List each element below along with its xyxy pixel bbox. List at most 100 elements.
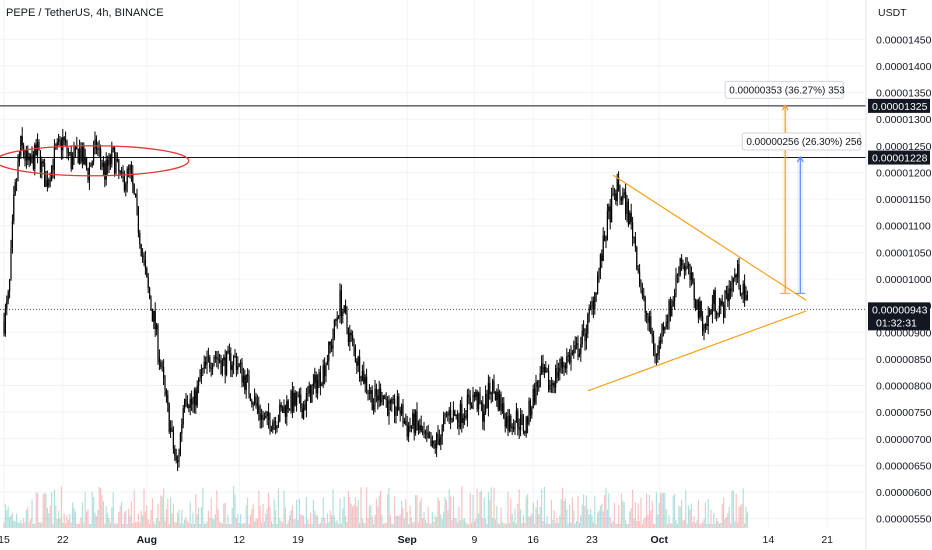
- candle-body: [80, 148, 82, 162]
- volume-bar: [556, 517, 558, 528]
- volume-bar: [730, 523, 732, 528]
- volume-bar: [710, 509, 712, 528]
- volume-bar: [489, 499, 491, 528]
- candle-body: [129, 165, 131, 170]
- volume-bar: [177, 513, 179, 528]
- candle-body: [479, 392, 481, 404]
- price-scale[interactable]: 0.00001450 0.00001400 0.00001350 0.00001300…: [865, 0, 932, 550]
- candle-body: [325, 364, 327, 377]
- candle-body: [542, 363, 544, 373]
- candle-body: [93, 148, 95, 162]
- volume-bar: [205, 523, 207, 528]
- candle-body: [128, 168, 130, 170]
- volume-bar: [560, 498, 562, 528]
- volume-bar: [168, 523, 170, 528]
- candle-body: [556, 367, 558, 378]
- volume-bar: [741, 504, 743, 528]
- drawing-annotations: 0.00000353 (36.27%) 353 0.00000256 (26.30…: [0, 80, 862, 392]
- volume-bar: [228, 523, 230, 528]
- volume-bar: [35, 492, 37, 528]
- volume-bar: [146, 505, 148, 528]
- candle-body: [301, 408, 303, 419]
- candle-body: [721, 300, 723, 305]
- candle-body: [455, 414, 457, 416]
- candle-body: [268, 411, 270, 420]
- candle-body: [35, 144, 37, 155]
- candle-body: [14, 182, 16, 195]
- volume-bar: [32, 523, 34, 528]
- candle-body: [52, 165, 54, 170]
- volume-bar: [559, 515, 561, 528]
- volume-bar: [363, 522, 365, 528]
- volume-bar: [51, 492, 53, 528]
- volume-bar: [49, 505, 51, 528]
- volume-bar: [39, 522, 41, 528]
- volume-bar: [532, 502, 534, 528]
- volume-bar: [394, 496, 396, 528]
- volume-bar: [669, 523, 671, 528]
- volume-bar: [325, 523, 327, 528]
- candle-body: [7, 291, 9, 301]
- candle-body: [118, 159, 120, 172]
- volume-bar: [591, 515, 593, 528]
- volume-bar: [269, 506, 271, 528]
- volume-bar: [664, 493, 666, 528]
- candle-body: [48, 179, 50, 187]
- volume-bar: [602, 511, 604, 528]
- volume-bar: [79, 523, 81, 528]
- candle-body: [724, 290, 726, 318]
- volume-bar: [167, 498, 169, 528]
- candle-body: [576, 343, 578, 346]
- candle-body: [262, 414, 264, 421]
- candle-body: [279, 404, 281, 422]
- candle-body: [275, 421, 277, 429]
- volume-bar: [34, 523, 36, 528]
- candle-body: [620, 197, 622, 201]
- candle-body: [443, 419, 445, 425]
- level-price-tag-text: 0.00001325: [872, 101, 928, 113]
- volume-bar: [378, 496, 380, 528]
- candle-body: [44, 163, 46, 187]
- volume-bar: [360, 487, 362, 528]
- candle-body: [70, 152, 72, 169]
- currency-label: USDT: [878, 7, 907, 19]
- volume-bar: [585, 495, 587, 528]
- volume-bar: [555, 523, 557, 528]
- candle-body: [679, 258, 681, 275]
- candle-body: [699, 301, 701, 318]
- volume-bar: [595, 523, 597, 528]
- volume-bar: [503, 523, 505, 528]
- volume-bar: [380, 490, 382, 528]
- candle-body: [156, 324, 158, 330]
- candle-body: [95, 139, 97, 150]
- candle-body: [9, 279, 11, 292]
- volume-bar: [496, 506, 498, 528]
- volume-bar: [550, 499, 552, 528]
- price-tick-label: 0.00001250: [876, 141, 932, 153]
- candle-body: [144, 259, 146, 269]
- volume-bar: [44, 492, 46, 528]
- volume-bar: [458, 506, 460, 528]
- candle-body: [450, 409, 452, 421]
- bar-countdown-text: 01:32:31: [876, 317, 917, 329]
- price-tick-label: 0.00000750: [876, 407, 932, 419]
- candle-body: [161, 366, 163, 368]
- candle-body: [437, 433, 439, 439]
- volume-bar: [24, 522, 26, 528]
- candle-body: [475, 391, 477, 398]
- volume-bar: [648, 494, 650, 528]
- volume-bar: [30, 519, 32, 528]
- volume-bar: [104, 523, 106, 528]
- candle-body: [552, 382, 554, 386]
- candle-body: [16, 180, 18, 183]
- candle-body: [207, 356, 209, 358]
- volume-bar: [217, 509, 219, 528]
- volume-bar: [23, 518, 25, 528]
- candle-body: [289, 408, 291, 410]
- time-scale[interactable]: 15 22 Aug 12 19 Sep 9 16 23 Oct 14 21: [0, 534, 833, 546]
- volume-bar: [231, 507, 233, 528]
- candle-body: [34, 144, 36, 170]
- candle-body: [146, 268, 148, 278]
- volume-bar: [633, 518, 635, 528]
